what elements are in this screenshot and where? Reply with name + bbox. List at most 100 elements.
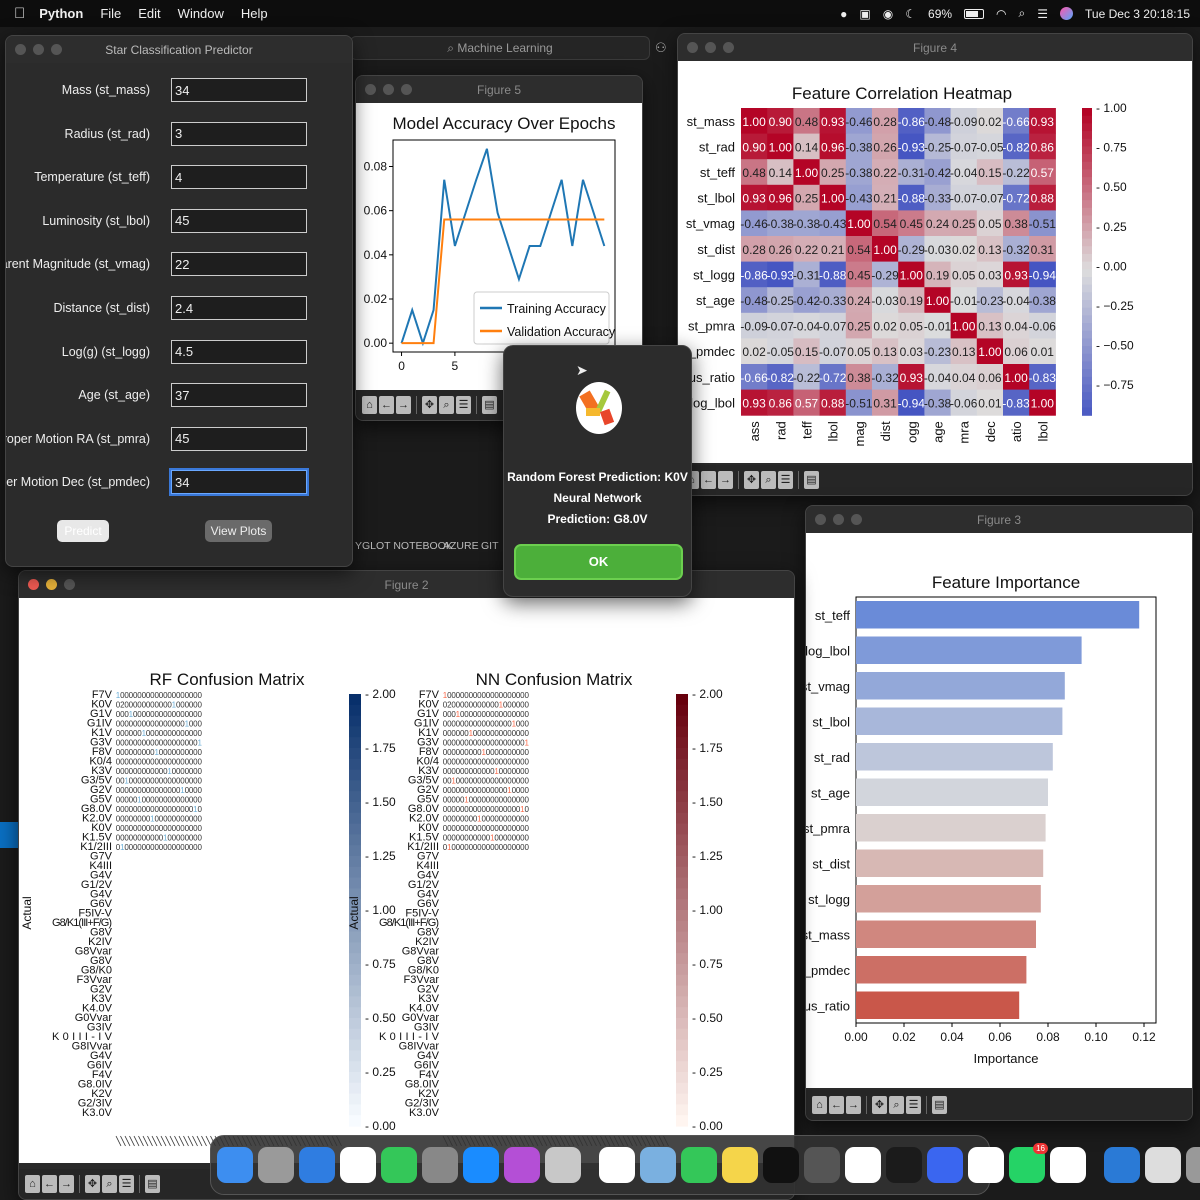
field-input[interactable]: [171, 296, 307, 320]
dock-app-icon[interactable]: [927, 1147, 963, 1183]
dock-app-icon[interactable]: [422, 1147, 458, 1183]
forward-icon[interactable]: →: [846, 1096, 861, 1114]
predict-button[interactable]: Predict: [57, 520, 109, 542]
zoom-button[interactable]: [51, 44, 62, 55]
title-bar[interactable]: Figure 3: [806, 506, 1192, 533]
configure-icon[interactable]: ☰: [906, 1096, 921, 1114]
title-bar[interactable]: Figure 5: [356, 76, 642, 103]
zoom-button[interactable]: [64, 579, 75, 590]
dock-app-icon[interactable]: [640, 1147, 676, 1183]
title-bar[interactable]: Figure 4: [678, 34, 1192, 61]
field-input[interactable]: [171, 208, 307, 233]
minimize-button[interactable]: [383, 84, 394, 95]
zoom-button[interactable]: [401, 84, 412, 95]
back-icon[interactable]: ←: [379, 396, 394, 414]
title-bar[interactable]: Star Classification Predictor: [6, 36, 352, 63]
play-icon[interactable]: ◉: [882, 6, 894, 21]
pan-icon[interactable]: ✥: [422, 396, 437, 414]
dock-app-icon[interactable]: [463, 1147, 499, 1183]
pan-icon[interactable]: ✥: [744, 471, 759, 489]
menu-help[interactable]: Help: [229, 6, 268, 21]
field-input[interactable]: [171, 165, 307, 190]
dock-app-icon[interactable]: 16: [1009, 1143, 1048, 1183]
dock-app-icon[interactable]: [804, 1147, 840, 1183]
menu-app-name[interactable]: Python: [28, 6, 83, 21]
home-icon[interactable]: ⌂: [362, 396, 377, 414]
field-input[interactable]: [171, 339, 307, 364]
dock-app-icon[interactable]: [599, 1147, 635, 1183]
menu-window[interactable]: Window: [166, 6, 224, 21]
menu-edit[interactable]: Edit: [127, 6, 160, 21]
zoom-icon[interactable]: ⌕: [439, 396, 454, 414]
dock-app-icon[interactable]: [217, 1147, 253, 1183]
view-plots-button[interactable]: View Plots: [205, 520, 272, 542]
screen-icon[interactable]: ▣: [859, 6, 871, 21]
configure-icon[interactable]: ☰: [778, 471, 793, 489]
dock-app-icon[interactable]: [763, 1147, 799, 1183]
dock-app-icon[interactable]: [886, 1147, 922, 1183]
dock-app-icon[interactable]: [504, 1147, 540, 1183]
activity-bar-icon[interactable]: [0, 822, 18, 848]
field-input[interactable]: [171, 78, 307, 102]
panel-tab[interactable]: YGLOT NOTEBOOK: [355, 540, 453, 552]
close-button[interactable]: [28, 579, 39, 590]
dock-app-icon[interactable]: [258, 1147, 294, 1183]
zoom-icon[interactable]: ⌕: [102, 1175, 117, 1193]
field-input[interactable]: [171, 470, 307, 495]
field-input[interactable]: [171, 383, 307, 408]
dock-app-icon[interactable]: [1104, 1147, 1140, 1183]
close-button[interactable]: [687, 42, 698, 53]
control-center-icon[interactable]: ☰: [1037, 6, 1049, 21]
close-button[interactable]: [815, 514, 826, 525]
back-icon[interactable]: ←: [42, 1175, 57, 1193]
menu-file[interactable]: File: [89, 6, 121, 21]
panel-tab[interactable]: GIT: [481, 540, 499, 552]
save-icon[interactable]: ▤: [482, 396, 497, 414]
pan-icon[interactable]: ✥: [872, 1096, 887, 1114]
save-icon[interactable]: ▤: [145, 1175, 160, 1193]
back-icon[interactable]: ←: [829, 1096, 844, 1114]
pan-icon[interactable]: ✥: [85, 1175, 100, 1193]
configure-icon[interactable]: ☰: [456, 396, 471, 414]
dock-app-icon[interactable]: [968, 1147, 1004, 1183]
panel-tab[interactable]: AZURE: [443, 540, 479, 552]
forward-icon[interactable]: →: [718, 471, 733, 489]
battery-icon[interactable]: [964, 8, 985, 19]
search-icon[interactable]: ⌕: [1018, 6, 1026, 20]
zoom-button[interactable]: [851, 514, 862, 525]
field-input[interactable]: [171, 121, 307, 146]
home-icon[interactable]: ⌂: [25, 1175, 40, 1193]
dock-app-icon[interactable]: [299, 1147, 335, 1183]
field-input[interactable]: [171, 426, 307, 451]
dock-app-icon[interactable]: [381, 1147, 417, 1183]
copilot-icon[interactable]: ⚇: [655, 40, 667, 55]
dock-app-icon[interactable]: [545, 1147, 581, 1183]
minimize-button[interactable]: [705, 42, 716, 53]
wifi-icon[interactable]: ◠: [996, 6, 1007, 21]
configure-icon[interactable]: ☰: [119, 1175, 134, 1193]
dock-app-icon[interactable]: [845, 1147, 881, 1183]
forward-icon[interactable]: →: [396, 396, 411, 414]
home-icon[interactable]: ⌂: [812, 1096, 827, 1114]
forward-icon[interactable]: →: [59, 1175, 74, 1193]
minimize-button[interactable]: [46, 579, 57, 590]
zoom-icon[interactable]: ⌕: [761, 471, 776, 489]
editor-search-bar[interactable]: ⌕ Machine Learning: [350, 36, 650, 60]
moon-icon[interactable]: ☾: [905, 6, 917, 21]
dock-app-icon[interactable]: [722, 1147, 758, 1183]
zoom-icon[interactable]: ⌕: [889, 1096, 904, 1114]
dock-app-icon[interactable]: [1145, 1147, 1181, 1183]
apple-icon[interactable]: : [14, 5, 25, 22]
field-input[interactable]: [171, 252, 307, 277]
status-icon[interactable]: ●: [840, 6, 848, 21]
minimize-button[interactable]: [33, 44, 44, 55]
ok-button[interactable]: OK: [514, 544, 683, 580]
dock-app-icon[interactable]: [340, 1147, 376, 1183]
dock-app-icon[interactable]: [681, 1147, 717, 1183]
back-icon[interactable]: ←: [701, 471, 716, 489]
save-icon[interactable]: ▤: [932, 1096, 947, 1114]
dock-app-icon[interactable]: [1050, 1147, 1086, 1183]
siri-icon[interactable]: [1060, 7, 1074, 20]
close-button[interactable]: [365, 84, 376, 95]
minimize-button[interactable]: [833, 514, 844, 525]
